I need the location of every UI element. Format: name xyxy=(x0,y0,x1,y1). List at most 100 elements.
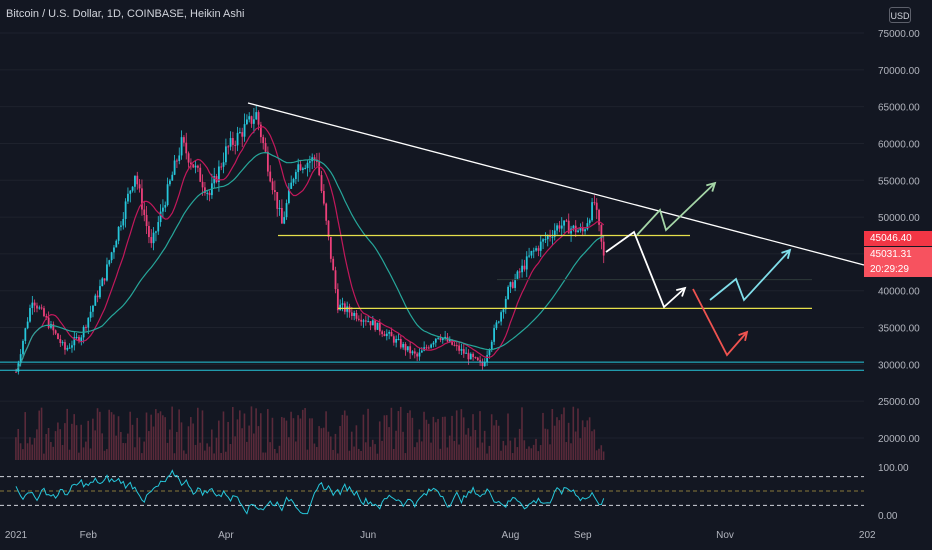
projected-path-arrow xyxy=(605,230,686,309)
volume-bar xyxy=(29,437,31,460)
volume-bar xyxy=(278,445,281,460)
volume-bar xyxy=(164,417,166,460)
volume-bar xyxy=(406,412,409,460)
volume-bar xyxy=(162,415,164,460)
candle-body xyxy=(343,303,346,312)
volume-bar xyxy=(591,431,593,460)
volume-bar xyxy=(418,429,421,460)
candle-body xyxy=(148,226,150,238)
candle-body xyxy=(171,174,174,181)
volume-bar xyxy=(176,431,178,460)
candle-body xyxy=(395,339,398,343)
candle-body xyxy=(320,175,323,191)
volume-bar xyxy=(150,414,152,460)
candle-body xyxy=(490,341,493,350)
volume-bar xyxy=(38,410,41,460)
candle-body xyxy=(560,225,563,229)
candle-body xyxy=(262,137,265,144)
candle-body xyxy=(155,231,157,233)
candle-body xyxy=(208,192,211,196)
candle-body xyxy=(150,237,153,244)
candle-body xyxy=(169,180,171,185)
candle-body xyxy=(546,235,549,240)
candle-body xyxy=(600,224,603,242)
volume-bar xyxy=(320,428,323,460)
volume-bar xyxy=(577,408,579,460)
volume-bar xyxy=(574,431,577,460)
candle-body xyxy=(299,164,302,170)
candle-body xyxy=(595,202,598,210)
volume-bar xyxy=(71,423,73,460)
candle-body xyxy=(367,321,370,323)
volume-bar xyxy=(183,450,185,460)
volume-bar xyxy=(423,411,425,460)
candle-body xyxy=(350,312,353,316)
volume-bar xyxy=(392,448,395,460)
candle-body xyxy=(577,230,579,233)
candle-body xyxy=(325,203,328,221)
volume-bar xyxy=(376,453,379,460)
volume-bar xyxy=(444,416,446,460)
candle-body xyxy=(278,207,281,209)
candle-body xyxy=(64,342,66,350)
candle-body xyxy=(266,151,269,172)
candle-body xyxy=(308,161,311,163)
volume-bar xyxy=(31,444,34,460)
bullish-scenario-arrow xyxy=(636,182,716,236)
candle-body xyxy=(329,236,332,259)
candle-body xyxy=(61,342,64,344)
x-tick-label: Feb xyxy=(80,530,98,541)
candle-body xyxy=(565,220,568,222)
volume-bar xyxy=(546,429,549,460)
candle-body xyxy=(206,192,209,194)
volume-bar xyxy=(301,409,304,460)
volume-bar xyxy=(432,416,435,460)
volume-bar xyxy=(262,452,264,460)
candle-body xyxy=(591,202,593,221)
y-tick-label: 35000.00 xyxy=(878,324,920,335)
candle-body xyxy=(201,181,204,188)
y-tick-label: 30000.00 xyxy=(878,360,920,371)
candle-body xyxy=(479,360,482,362)
currency-selector[interactable]: USD xyxy=(889,7,911,23)
candle-body xyxy=(518,271,521,273)
candle-body xyxy=(234,144,237,146)
candle-body xyxy=(241,132,244,137)
volume-bar xyxy=(481,442,484,460)
candle-body xyxy=(488,349,491,356)
candle-body xyxy=(460,349,463,351)
volume-bar xyxy=(451,415,453,460)
candle-body xyxy=(285,203,288,218)
candle-body xyxy=(255,112,258,120)
countdown-tag: 20:29:29 xyxy=(864,262,932,277)
volume-bar xyxy=(353,446,355,460)
candle-body xyxy=(357,318,360,320)
x-tick-label: Aug xyxy=(502,530,520,541)
volume-bar xyxy=(362,414,365,460)
volume-bar xyxy=(231,407,234,460)
candle-body xyxy=(511,282,514,288)
volume-bar xyxy=(241,428,243,460)
candle-body xyxy=(430,344,433,348)
projected-path-arrow-head xyxy=(676,286,687,297)
volume-bar xyxy=(502,440,505,460)
candle-body xyxy=(542,239,544,242)
volume-bar xyxy=(227,421,229,460)
volume-bar xyxy=(537,451,540,460)
volume-bar xyxy=(570,443,572,460)
volume-bar xyxy=(89,448,92,460)
volume-bar xyxy=(117,416,120,460)
volume-bar xyxy=(348,450,351,460)
candle-body xyxy=(371,320,374,326)
volume-bar xyxy=(234,436,236,460)
volume-bar xyxy=(73,414,76,460)
volume-bar xyxy=(313,443,316,460)
volume-bar xyxy=(222,411,225,460)
volume-bar xyxy=(266,409,269,460)
candle-body xyxy=(131,186,134,191)
candle-body xyxy=(322,190,325,204)
volume-bar xyxy=(549,444,551,460)
candle-body xyxy=(38,307,41,309)
candle-body xyxy=(537,248,540,251)
